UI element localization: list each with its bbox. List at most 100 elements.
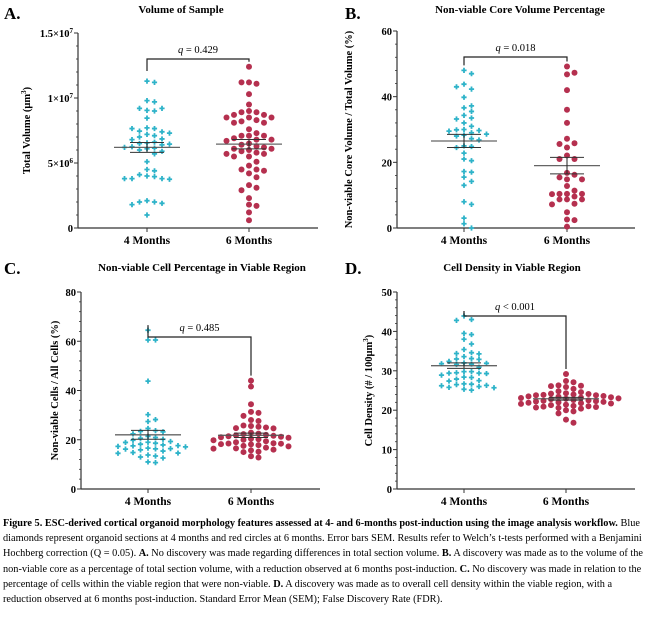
data-point-diamond — [159, 176, 165, 182]
data-point-diamond — [175, 443, 181, 449]
chart-title: Volume of Sample — [138, 4, 223, 16]
data-point-circle — [593, 404, 599, 411]
data-point-circle — [248, 453, 254, 460]
data-point-circle — [570, 379, 577, 386]
y-tick-label: 0 — [71, 485, 76, 496]
data-point-diamond — [145, 439, 151, 445]
data-point-circle — [246, 217, 252, 224]
data-point-diamond — [144, 198, 150, 204]
y-tick-label: 80 — [66, 288, 77, 299]
data-point-diamond — [468, 86, 475, 92]
data-point-circle — [253, 202, 260, 209]
data-point-circle — [571, 187, 578, 194]
data-point-diamond — [144, 212, 150, 218]
data-point-circle — [246, 170, 252, 177]
data-point-diamond — [453, 356, 460, 362]
data-point-diamond — [137, 447, 144, 453]
data-point-diamond — [446, 128, 452, 134]
data-point-diamond — [453, 317, 460, 323]
data-point-circle — [248, 447, 254, 454]
data-point-diamond — [137, 428, 144, 434]
data-point-diamond — [483, 370, 490, 377]
data-point-diamond — [144, 166, 150, 173]
data-point-circle — [261, 167, 267, 174]
y-tick-label: 40 — [382, 327, 393, 338]
data-point-diamond — [159, 129, 165, 135]
data-point-diamond — [491, 385, 497, 391]
data-point-diamond — [476, 378, 482, 384]
data-point-circle — [240, 442, 247, 449]
data-point-diamond — [453, 127, 460, 133]
data-point-circle — [571, 200, 578, 207]
data-point-circle — [270, 425, 277, 432]
data-point-circle — [563, 407, 569, 414]
x-tick-label: 6 Months — [543, 496, 590, 505]
data-point-circle — [268, 114, 275, 121]
data-point-circle — [555, 399, 562, 406]
data-point-circle — [231, 111, 237, 118]
data-point-diamond — [476, 137, 482, 143]
data-point-circle — [246, 108, 252, 114]
data-point-diamond — [453, 361, 460, 368]
x-tick-label: 6 Months — [228, 496, 275, 505]
data-point-circle — [578, 382, 584, 389]
data-point-diamond — [476, 364, 482, 370]
data-point-diamond — [136, 199, 143, 205]
data-point-circle — [571, 193, 578, 200]
data-point-diamond — [145, 445, 151, 451]
data-point-circle — [238, 79, 245, 86]
data-point-diamond — [461, 336, 467, 342]
data-point-circle — [261, 111, 267, 118]
data-point-diamond — [151, 174, 158, 180]
data-point-diamond — [461, 81, 467, 87]
data-point-circle — [570, 408, 577, 415]
data-point-diamond — [461, 150, 467, 156]
data-point-diamond — [136, 105, 143, 111]
data-point-diamond — [461, 168, 467, 175]
data-point-diamond — [160, 455, 166, 461]
chart-panel-c: C. Non-viable Cell Percentage in Viable R… — [4, 259, 320, 505]
data-point-diamond — [166, 141, 173, 147]
data-point-circle — [248, 377, 254, 384]
data-point-circle — [246, 114, 252, 121]
data-point-circle — [600, 398, 607, 405]
data-point-diamond — [461, 368, 467, 375]
data-point-circle — [564, 182, 570, 189]
q-value-label: q = 0.429 — [178, 45, 218, 56]
data-point-circle — [564, 63, 570, 70]
y-tick-label: 20 — [382, 158, 393, 169]
data-point-diamond — [476, 356, 482, 362]
data-point-diamond — [175, 450, 181, 456]
data-point-diamond — [144, 131, 150, 137]
data-point-circle — [608, 400, 614, 407]
data-point-circle — [548, 390, 554, 397]
data-point-circle — [246, 79, 252, 86]
data-point-circle — [563, 383, 569, 390]
data-point-diamond — [461, 330, 467, 336]
data-point-circle — [555, 382, 562, 389]
data-point-diamond — [137, 435, 144, 441]
data-point-circle — [240, 422, 247, 429]
data-point-circle — [225, 440, 232, 447]
data-point-diamond — [182, 444, 189, 450]
data-point-diamond — [136, 128, 143, 134]
data-point-circle — [563, 416, 569, 423]
data-point-circle — [564, 223, 570, 230]
y-axis-label: Non-viable Core Volume / Total Volume (%… — [344, 30, 355, 228]
data-point-diamond — [476, 127, 482, 134]
data-point-circle — [223, 150, 230, 157]
data-point-circle — [223, 114, 230, 121]
data-point-diamond — [144, 159, 150, 165]
data-point-diamond — [151, 125, 158, 132]
data-point-diamond — [468, 387, 475, 393]
data-point-circle — [285, 443, 292, 450]
data-point-diamond — [461, 374, 467, 380]
data-point-circle — [571, 217, 578, 224]
data-point-diamond — [144, 115, 150, 121]
y-tick-label: 5×106 — [48, 157, 74, 170]
data-point-diamond — [468, 136, 475, 142]
data-point-circle — [246, 201, 252, 208]
data-point-diamond — [145, 425, 151, 432]
y-tick-label: 10 — [382, 446, 393, 457]
caption-d-text: A discovery was made as to overall cell … — [3, 578, 613, 606]
